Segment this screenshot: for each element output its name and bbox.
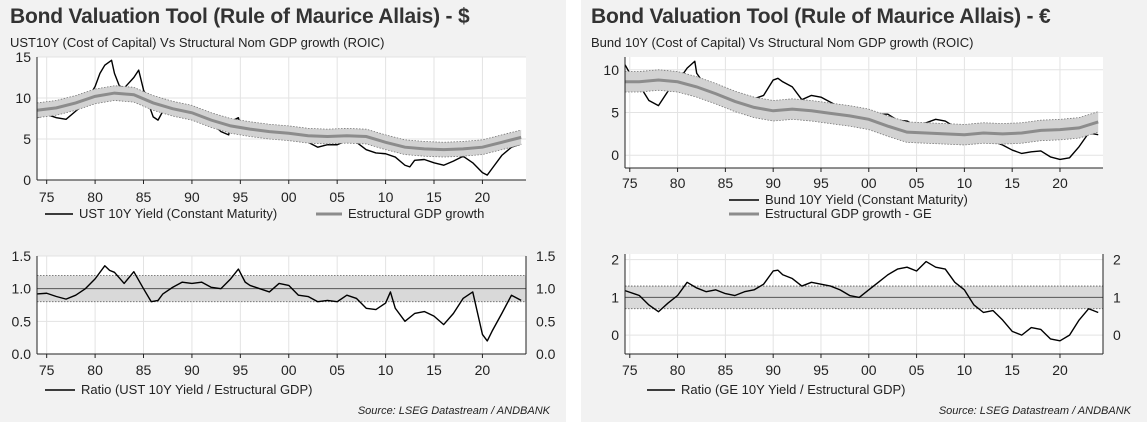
panel-usd: Bond Valuation Tool (Rule of Maurice All… [0,0,566,422]
legend-label: Estructural GDP growth [348,206,484,221]
x-tick-label: 15 [1004,362,1020,378]
x-tick-label: 20 [1052,175,1068,191]
y-tick-label: 1.5 [12,248,32,264]
x-tick-label: 75 [622,175,638,191]
y-tick-label: 0.5 [12,313,32,329]
x-tick-label: 85 [718,362,734,378]
series-line [624,260,1099,342]
x-tick-label: 85 [136,189,152,205]
x-tick-label: 20 [475,362,491,378]
x-tick-label: 90 [184,362,200,378]
x-tick-label: 95 [233,189,249,205]
x-tick-label: 10 [378,189,394,205]
plot-area [37,57,526,180]
y-tick-label: 1 [611,289,619,305]
y-tick-label: 0.0 [12,346,32,362]
series-band [625,69,1099,145]
x-tick-label: 10 [957,175,973,191]
x-tick-label: 75 [39,362,55,378]
panel-subtitle: Bund 10Y (Cost of Capital) Vs Structural… [591,35,974,50]
x-tick-label: 05 [909,362,925,378]
x-tick-label: 75 [39,189,55,205]
legend-label: Bund 10Y Yield (Constant Maturity) [765,192,968,207]
y-tick-label-right: 0 [1113,327,1121,343]
legend-label: Estructural GDP growth - GE [765,206,932,221]
x-tick-label: 95 [813,175,829,191]
panel-title: Bond Valuation Tool (Rule of Maurice All… [591,5,1051,28]
x-tick-label: 80 [87,189,103,205]
y-tick-label: 0 [23,172,31,188]
x-tick-label: 00 [281,189,297,205]
source-note: Source: LSEG Datastream / ANDBANK [938,405,1131,417]
x-tick-label: 85 [136,362,152,378]
chart-us-ratio: 75 80 85 90 95 00 05 10 15 20 0.0 0.0 0.5 0.5 1.0 1.0 1.… [12,248,556,397]
x-tick-label: 15 [1004,175,1020,191]
x-tick-label: 75 [622,362,638,378]
x-tick-label: 90 [765,362,781,378]
y-tick-label: 5 [23,131,31,147]
series-line [625,78,1099,137]
series-band-lower [625,89,1099,146]
x-tick-label: 20 [475,189,491,205]
x-tick-label: 80 [670,175,686,191]
legend-label: UST 10Y Yield (Constant Maturity) [79,206,277,221]
x-tick-label: 10 [957,362,973,378]
legend-label: Ratio (GE 10Y Yield / Estructural GDP) [681,382,905,397]
series-line [36,265,522,342]
x-tick-label: 80 [670,362,686,378]
y-tick-label-right: 2 [1113,252,1121,268]
y-tick-label: 2 [611,252,619,268]
y-tick-label: 0 [611,147,619,163]
x-tick-label: 90 [765,175,781,191]
y-tick-label-right: 0.5 [536,313,556,329]
panel-title: Bond Valuation Tool (Rule of Maurice All… [10,5,470,28]
x-tick-label: 00 [861,362,877,378]
x-tick-label: 05 [329,189,345,205]
y-tick-label-right: 1 [1113,289,1121,305]
x-tick-label: 80 [87,362,103,378]
x-tick-label: 15 [426,362,442,378]
y-tick-label: 10 [15,90,31,106]
x-tick-label: 95 [233,362,249,378]
y-tick-label: 5 [611,105,619,121]
series-band-lower [36,100,522,158]
x-tick-label: 10 [378,362,394,378]
y-tick-label-right: 1.0 [536,281,556,297]
y-tick-label-right: 0.0 [536,346,556,362]
panel-eur: Bond Valuation Tool (Rule of Maurice All… [581,0,1147,422]
x-tick-label: 95 [813,362,829,378]
panel-subtitle: UST10Y (Cost of Capital) Vs Structural N… [10,35,385,50]
x-tick-label: 00 [281,362,297,378]
x-tick-label: 05 [329,362,345,378]
y-tick-label: 15 [15,49,31,65]
x-tick-label: 20 [1052,362,1068,378]
y-tick-label: 1.0 [12,281,32,297]
legend-label: Ratio (UST 10Y Yield / Estructural GDP) [81,382,312,397]
x-tick-label: 00 [861,175,877,191]
y-tick-label-right: 1.5 [536,248,556,264]
series-line [36,91,522,152]
x-tick-label: 15 [426,189,442,205]
x-tick-label: 90 [184,189,200,205]
plot-area [37,256,526,354]
x-tick-label: 85 [718,175,734,191]
source-note: Source: LSEG Datastream / ANDBANK [357,405,550,417]
x-tick-label: 05 [909,175,925,191]
y-tick-label: 10 [603,62,619,78]
series-band-upper [36,85,522,143]
series-band-upper [625,69,1099,125]
y-tick-label: 0 [611,327,619,343]
